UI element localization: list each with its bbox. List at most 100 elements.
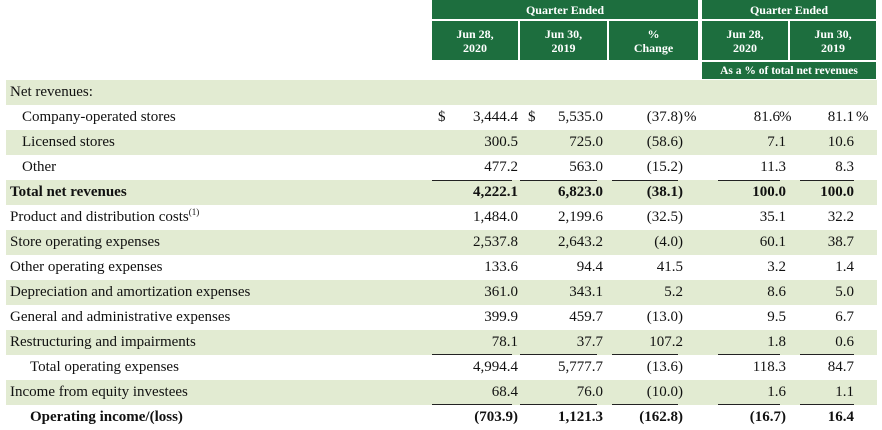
cell-value: 0.6 (835, 334, 854, 350)
rule-line (718, 404, 780, 405)
cell-value: (703.9) (474, 409, 518, 425)
cell-value: (4.0) (654, 234, 683, 250)
cell-value: 37.7 (576, 334, 603, 350)
cell-value: 6.7 (835, 309, 854, 325)
row-label: Licensed stores (22, 134, 115, 150)
table-row: Other operating expenses 133.6 94.4 41.5… (6, 255, 877, 280)
cell-value: 725.0 (569, 134, 603, 150)
cell-value: 459.7 (569, 309, 603, 325)
cell-value: 563.0 (569, 159, 603, 175)
quarter-ended-header-label: Quarter Ended (525, 2, 605, 17)
cell-value: 107.2 (649, 334, 683, 350)
row-label-text: Product and distribution costs (10, 209, 189, 225)
rule-line (520, 404, 597, 405)
quarter-ended-header: Quarter Ended (432, 0, 698, 19)
row-label: Other (22, 159, 57, 175)
row-label: General and administrative expenses (10, 309, 231, 325)
rule-line (612, 180, 678, 181)
cell-value: (58.6) (646, 134, 683, 150)
col-header-line: Jun 30, (814, 26, 852, 41)
cell-value: (10.0) (646, 384, 683, 400)
table-row: Total operating expenses 4,994.4 5,777.7… (6, 355, 877, 380)
cell-value: 2,199.6 (558, 209, 603, 225)
col-header-line: Jun 30, (544, 26, 583, 41)
rule-line (718, 354, 780, 355)
cell-value: 8.6 (767, 284, 786, 300)
cell-value: 81.6 (753, 109, 780, 125)
rule-line (718, 180, 780, 181)
cell-value: 68.4 (491, 384, 518, 400)
rule-line (612, 354, 678, 355)
row-label: Store operating expenses (10, 234, 160, 250)
cell-value: 16.4 (827, 409, 854, 425)
cell-value: 38.7 (827, 234, 854, 250)
col-header-jun30-2019: Jun 30, 2019 (520, 21, 607, 60)
row-label: Total operating expenses (30, 359, 179, 375)
rule-line (432, 354, 512, 355)
table-row-total: Operating income/(loss) (703.9) 1,121.3 … (6, 405, 877, 430)
row-label: Product and distribution costs(1) (10, 205, 199, 230)
percent-sign: % (856, 109, 869, 125)
rule-line (520, 180, 597, 181)
col-header-line: Change (633, 40, 674, 55)
rule-line (432, 404, 512, 405)
cell-value: (16.7) (749, 409, 786, 425)
cell-value: 6,823.0 (558, 184, 603, 200)
cell-value: 60.1 (759, 234, 786, 250)
cell-value: 118.3 (752, 359, 786, 375)
cell-value: 84.7 (827, 359, 854, 375)
quarter-ended-percent-header: Quarter Ended (702, 0, 876, 19)
cell-value: 9.5 (767, 309, 786, 325)
row-label: Other operating expenses (10, 259, 163, 275)
cell-value: (15.2) (646, 159, 683, 175)
cell-value: 5.0 (835, 284, 854, 300)
dollar-sign: $ (528, 109, 536, 125)
col-header-line: 2019 (551, 40, 576, 55)
percent-sign: % (779, 109, 792, 125)
table-row: Company-operated stores $ 3,444.4 $ 5,53… (6, 105, 877, 130)
cell-value: 3.2 (767, 259, 786, 275)
cell-value: 1,121.3 (558, 409, 603, 425)
cell-value: 1,484.0 (473, 209, 518, 225)
col-header-line: 2019 (821, 40, 845, 55)
cell-value: (38.1) (646, 184, 683, 200)
cell-value: 8.3 (835, 159, 854, 175)
row-label: Depreciation and amortization expenses (10, 284, 251, 300)
row-label: Company-operated stores (22, 109, 176, 125)
col-header-pct-change: % Change (609, 21, 698, 60)
cell-value: (32.5) (646, 209, 683, 225)
col-header-pct-jun28-2020: Jun 28, 2020 (702, 21, 788, 60)
cell-value: 1.8 (767, 334, 786, 350)
rule-line (432, 180, 512, 181)
cell-value: 78.1 (491, 334, 518, 350)
table-row: Net revenues: (6, 80, 877, 105)
table-row-total: Total net revenues 4,222.1 6,823.0 (38.1… (6, 180, 877, 205)
row-label: Restructuring and impairments (10, 334, 196, 350)
cell-value: 100.0 (752, 184, 786, 200)
cell-value: 100.0 (820, 184, 854, 200)
cell-value: 133.6 (484, 259, 518, 275)
cell-value: 32.2 (827, 209, 854, 225)
row-label: Net revenues: (10, 84, 93, 100)
percent-sign: % (684, 109, 697, 125)
row-label: Total net revenues (10, 184, 127, 200)
col-header-line: 2020 (733, 40, 757, 55)
cell-value: 1.1 (835, 384, 854, 400)
row-label: Operating income/(loss) (30, 409, 183, 425)
rule-line (612, 404, 678, 405)
table-row: Product and distribution costs(1) 1,484.… (6, 205, 877, 230)
col-header-line: Jun 28, (726, 26, 764, 41)
cell-value: 81.1 (827, 109, 854, 125)
col-header-jun28-2020: Jun 28, 2020 (432, 21, 518, 60)
subheader-label: As a % of total net revenues (720, 64, 858, 77)
cell-value: 361.0 (484, 284, 518, 300)
cell-value: (162.8) (639, 409, 683, 425)
col-header-pct-jun30-2019: Jun 30, 2019 (790, 21, 876, 60)
cell-value: 41.5 (656, 259, 683, 275)
table-row: Other 477.2 563.0 (15.2) 11.3 8.3 (6, 155, 877, 180)
cell-value: 7.1 (767, 134, 786, 150)
cell-value: 35.1 (759, 209, 786, 225)
dollar-sign: $ (438, 109, 446, 125)
cell-value: 11.3 (760, 159, 786, 175)
table-row: Licensed stores 300.5 725.0 (58.6) 7.1 1… (6, 130, 877, 155)
